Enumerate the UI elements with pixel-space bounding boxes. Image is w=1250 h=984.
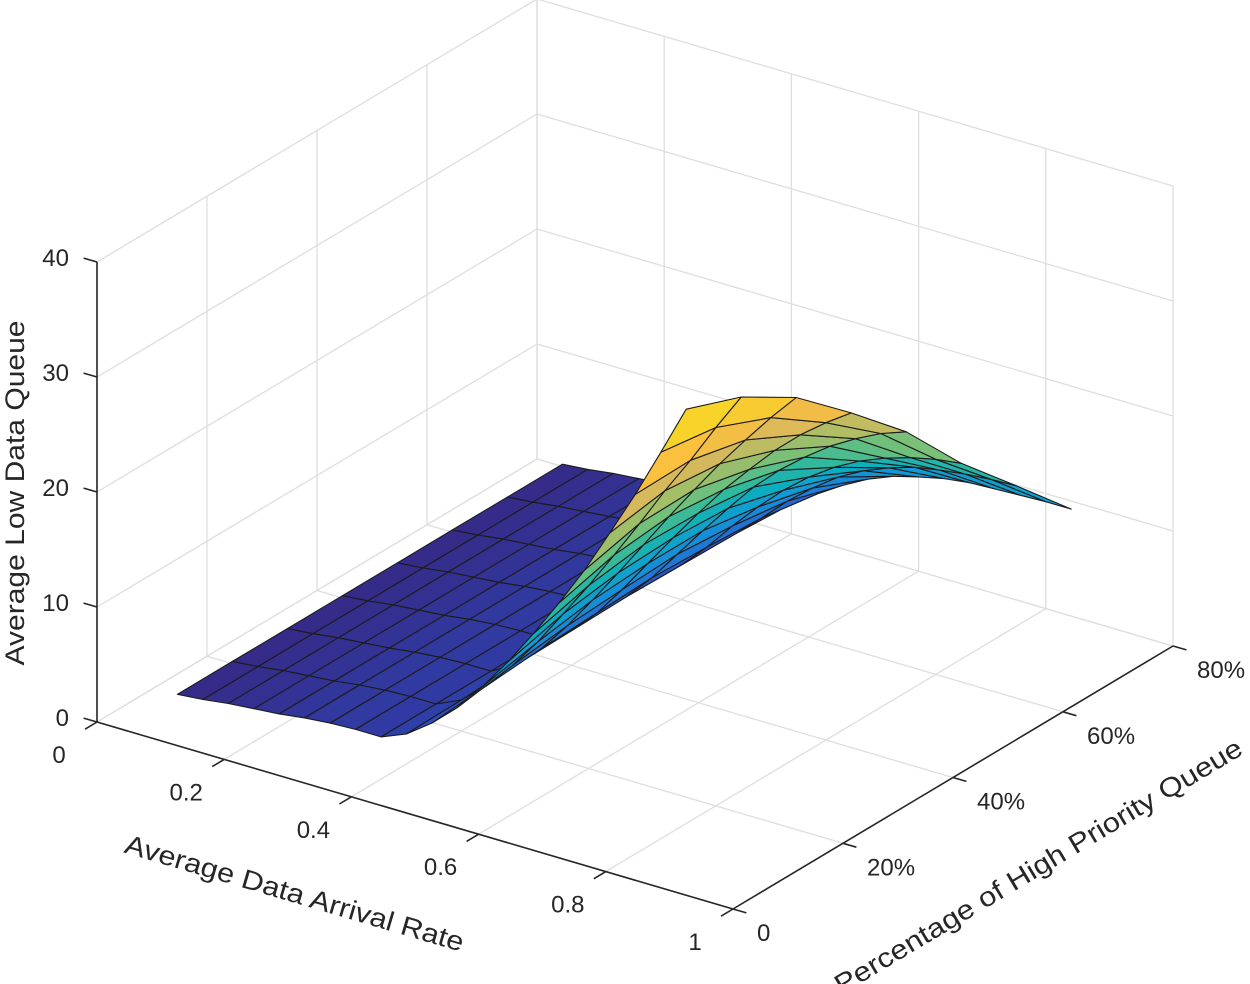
wall-x-gridline-horizontal [96, 113, 538, 378]
y-tick-label: 0 [757, 920, 770, 947]
wall-y-gridline-horizontal [538, 0, 1174, 187]
x-axis-line [96, 721, 734, 910]
x-tick-mark [720, 908, 734, 917]
y-tick-mark [1172, 645, 1187, 651]
z-tick-mark [83, 717, 98, 723]
x-axis-title: Average Data Arrival Rate [121, 829, 467, 957]
wall-x-gridline-horizontal [96, 228, 538, 493]
surface-layer [176, 396, 1072, 738]
x-tick-mark [466, 833, 480, 843]
z-tick-mark [83, 602, 98, 608]
x-tick-label: 0.8 [551, 892, 584, 919]
z-axis-title: Average Low Data Queue [0, 321, 30, 666]
z-tick-label: 40 [42, 245, 69, 272]
x-tick-label: 0.4 [297, 817, 330, 844]
y-tick-mark [952, 776, 967, 783]
wall-y-gridline-horizontal [536, 113, 1174, 302]
x-tick-label: 0.2 [170, 779, 203, 806]
y-tick-label: 20% [867, 854, 915, 881]
z-tick-mark [83, 372, 98, 378]
z-tick-label: 30 [42, 360, 69, 387]
axes-layer [83, 257, 1187, 917]
grid-layer [96, 0, 1174, 910]
wall-y-gridline-horizontal [536, 228, 1174, 417]
surface-facet [964, 473, 1047, 503]
z-tick-label: 20 [42, 475, 69, 502]
y-tick-mark [732, 908, 747, 914]
wall-x-gridline-horizontal [96, 458, 538, 723]
wall-x-gridline-horizontal [96, 0, 537, 263]
z-tick-mark [83, 257, 98, 263]
x-tick-mark [338, 796, 352, 805]
x-tick-label: 1 [688, 929, 701, 956]
surface-facet [990, 478, 1072, 510]
x-tick-label: 0.6 [424, 854, 457, 881]
surface-facet [660, 396, 742, 453]
y-tick-mark [842, 842, 857, 848]
wall-x-gridline-horizontal [96, 343, 538, 608]
z-tick-mark [83, 487, 98, 493]
x-tick-mark [84, 721, 98, 730]
x-tick-label: 0 [52, 742, 65, 769]
z-tick-label: 0 [56, 705, 69, 732]
x-tick-mark [593, 870, 607, 880]
y-tick-label: 80% [1197, 657, 1245, 684]
y-tick-mark [1062, 711, 1077, 717]
y-tick-label: 40% [977, 789, 1025, 816]
y-tick-label: 60% [1087, 723, 1135, 750]
x-tick-mark [211, 758, 225, 768]
z-tick-label: 10 [42, 590, 69, 617]
